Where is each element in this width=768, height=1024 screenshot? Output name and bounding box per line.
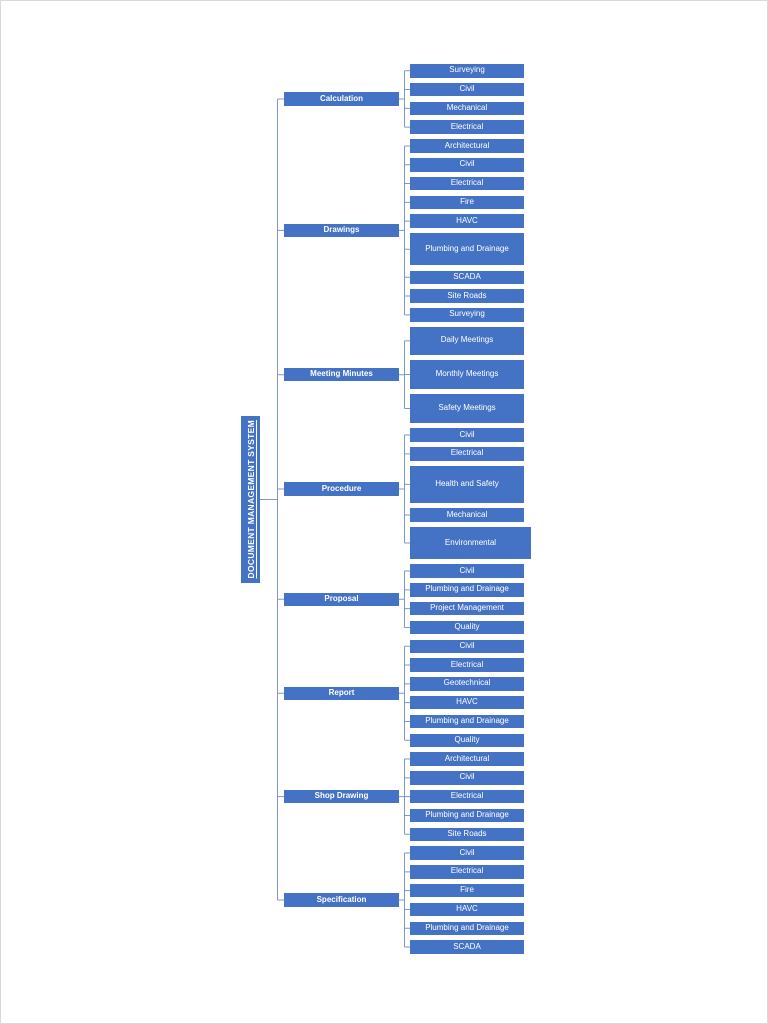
child-node-scada: SCADA [410, 940, 524, 954]
category-node-proposal: Proposal [284, 592, 399, 606]
child-node-electrical: Electrical [410, 176, 524, 191]
child-node-site-roads: Site Roads [410, 289, 524, 303]
child-node-mechanical: Mechanical [410, 508, 524, 522]
child-node-health-and-safety: Health and Safety [410, 465, 524, 503]
child-node-project-management: Project Management [410, 601, 524, 616]
child-node-fire: Fire [410, 883, 524, 898]
root-node-label: DOCUMENT MANAGEMENT SYSTEM [245, 420, 256, 579]
child-node-electrical: Electrical [410, 865, 524, 879]
child-node-electrical: Electrical [410, 120, 524, 134]
category-node-report: Report [284, 686, 399, 700]
child-node-safety-meetings: Safety Meetings [410, 394, 524, 423]
child-node-monthly-meetings: Monthly Meetings [410, 360, 524, 389]
child-node-civil: Civil [410, 639, 524, 653]
child-node-quality: Quality [410, 620, 524, 635]
category-node-drawings: Drawings [284, 223, 399, 238]
child-node-civil: Civil [410, 564, 524, 578]
child-node-plumbing-and-drainage: Plumbing and Drainage [410, 583, 524, 597]
child-node-architectural: Architectural [410, 139, 524, 153]
child-node-electrical: Electrical [410, 658, 524, 672]
child-node-civil: Civil [410, 158, 524, 172]
child-node-site-roads: Site Roads [410, 827, 524, 841]
child-node-civil: Civil [410, 846, 524, 860]
root-node-document-management-system: DOCUMENT MANAGEMENT SYSTEM [241, 416, 260, 583]
child-node-havc: HAVC [410, 214, 524, 228]
category-node-specification: Specification [284, 893, 399, 907]
child-node-plumbing-and-drainage: Plumbing and Drainage [410, 921, 524, 935]
child-node-civil: Civil [410, 428, 524, 442]
child-node-civil: Civil [410, 771, 524, 785]
child-node-electrical: Electrical [410, 789, 524, 804]
child-node-electrical: Electrical [410, 447, 524, 461]
category-node-shop-drawing: Shop Drawing [284, 789, 399, 804]
child-node-surveying: Surveying [410, 64, 524, 78]
category-node-calculation: Calculation [284, 92, 399, 106]
category-node-procedure: Procedure [284, 482, 399, 496]
child-node-architectural: Architectural [410, 752, 524, 766]
child-node-scada: SCADA [410, 270, 524, 284]
child-node-plumbing-and-drainage: Plumbing and Drainage [410, 714, 524, 729]
child-node-plumbing-and-drainage: Plumbing and Drainage [410, 808, 524, 823]
child-node-daily-meetings: Daily Meetings [410, 326, 524, 355]
child-node-geotechnical: Geotechnical [410, 677, 524, 691]
child-node-surveying: Surveying [410, 308, 524, 322]
child-node-havc: HAVC [410, 695, 524, 710]
child-node-fire: Fire [410, 195, 524, 210]
child-node-quality: Quality [410, 733, 524, 747]
child-node-mechanical: Mechanical [410, 101, 524, 116]
child-node-environmental: Environmental [410, 527, 531, 559]
category-node-meeting-minutes: Meeting Minutes [284, 367, 399, 382]
child-node-plumbing-and-drainage: Plumbing and Drainage [410, 233, 524, 266]
child-node-havc: HAVC [410, 902, 524, 917]
child-node-civil: Civil [410, 82, 524, 97]
